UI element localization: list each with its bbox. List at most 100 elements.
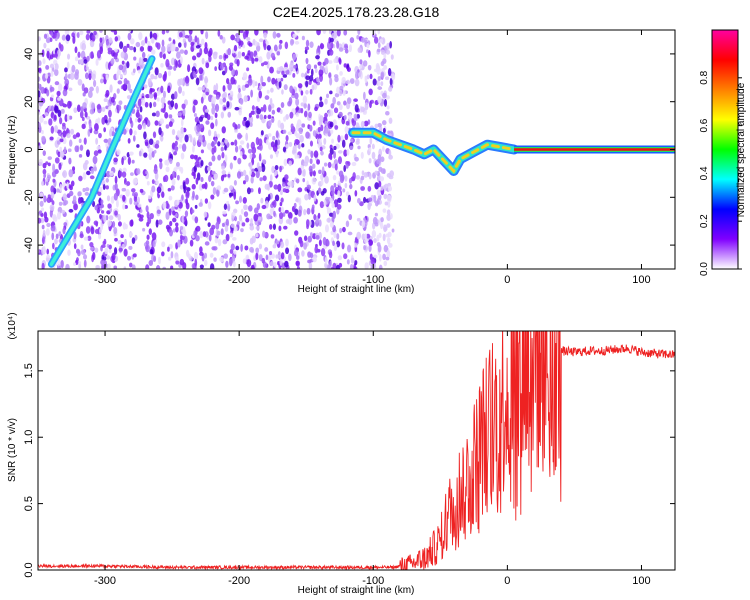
noise-dot	[191, 38, 196, 43]
noise-dot	[302, 177, 306, 183]
noise-dot	[380, 156, 385, 163]
noise-dot	[346, 67, 351, 73]
noise-dot	[261, 82, 266, 87]
noise-dot	[99, 186, 103, 193]
top-x-tick-label: 100	[632, 274, 650, 286]
noise-dot	[101, 264, 104, 269]
noise-dot	[175, 225, 179, 233]
noise-dot	[361, 170, 365, 176]
noise-dot	[168, 208, 172, 216]
noise-dot	[268, 119, 272, 127]
noise-dot	[297, 209, 302, 217]
noise-dot	[229, 96, 233, 101]
noise-dot	[218, 55, 223, 60]
noise-dot	[49, 86, 55, 92]
noise-dot	[343, 253, 348, 260]
noise-dot	[138, 31, 143, 41]
noise-dot	[337, 197, 342, 203]
noise-dot	[101, 106, 106, 112]
noise-dot	[258, 90, 263, 99]
noise-dot	[313, 194, 317, 202]
noise-dot	[199, 74, 203, 81]
noise-dot	[149, 213, 154, 220]
noise-dot	[214, 103, 220, 113]
noise-dot	[107, 219, 112, 227]
noise-dot	[269, 250, 273, 256]
noise-dot	[352, 101, 356, 107]
noise-dot	[226, 100, 230, 108]
noise-dot	[93, 79, 97, 88]
noise-dot	[289, 38, 294, 46]
noise-dot	[294, 230, 299, 236]
noise-dot	[55, 233, 59, 240]
noise-dot	[77, 51, 81, 58]
noise-dot	[123, 266, 127, 269]
noise-dot	[295, 178, 300, 184]
noise-dot	[64, 73, 68, 80]
noise-dot	[132, 68, 136, 73]
noise-dot	[364, 238, 369, 244]
noise-dot	[273, 184, 279, 190]
noise-dot	[310, 150, 314, 159]
noise-dot	[275, 240, 280, 245]
noise-dot	[368, 50, 371, 58]
noise-dot	[245, 120, 251, 128]
noise-dot	[76, 104, 81, 113]
noise-dot	[233, 191, 237, 200]
noise-dot	[136, 168, 141, 175]
noise-dot	[302, 168, 306, 177]
noise-dot	[158, 158, 163, 163]
noise-dot	[373, 254, 378, 259]
noise-dot	[234, 216, 238, 222]
noise-dot	[72, 166, 76, 172]
noise-dot	[113, 247, 118, 255]
noise-dot	[200, 177, 204, 183]
noise-dot	[47, 174, 52, 180]
noise-dot	[160, 62, 164, 68]
noise-dot	[106, 255, 111, 260]
noise-dot	[255, 226, 260, 230]
noise-dot	[290, 123, 294, 130]
noise-dot	[382, 127, 386, 134]
noise-dot	[256, 108, 261, 115]
noise-dot	[329, 37, 334, 43]
noise-dot	[315, 234, 320, 240]
noise-dot	[388, 175, 394, 180]
noise-dot	[175, 260, 180, 265]
noise-dot	[199, 246, 203, 254]
noise-dot	[73, 203, 78, 211]
noise-dot	[41, 262, 45, 269]
noise-dot	[364, 102, 369, 111]
noise-dot	[368, 239, 373, 246]
noise-dot	[328, 72, 332, 79]
noise-dot	[90, 51, 94, 60]
noise-dot	[126, 95, 132, 100]
noise-dot	[180, 126, 184, 134]
noise-dot	[367, 197, 373, 202]
noise-dot	[216, 230, 221, 236]
noise-dot	[52, 163, 56, 172]
noise-dot	[160, 135, 164, 142]
noise-dot	[386, 250, 391, 259]
noise-dot	[146, 234, 150, 240]
noise-dot	[182, 181, 186, 191]
noise-dot	[175, 51, 181, 59]
noise-dot	[157, 186, 161, 193]
noise-dot	[368, 157, 372, 164]
noise-dot	[349, 145, 354, 150]
noise-dot	[288, 253, 292, 262]
noise-dot	[54, 105, 59, 114]
noise-dot	[168, 229, 174, 237]
noise-dot	[270, 234, 275, 239]
noise-dot	[289, 111, 294, 119]
noise-dot	[300, 165, 305, 170]
noise-dot	[45, 228, 50, 236]
noise-dot	[293, 202, 297, 209]
noise-dot	[227, 82, 232, 91]
noise-dot	[114, 237, 118, 242]
noise-dot	[151, 179, 155, 185]
noise-dot	[194, 204, 198, 209]
noise-dot	[162, 201, 167, 210]
noise-dot	[328, 108, 332, 117]
noise-dot	[207, 166, 211, 172]
